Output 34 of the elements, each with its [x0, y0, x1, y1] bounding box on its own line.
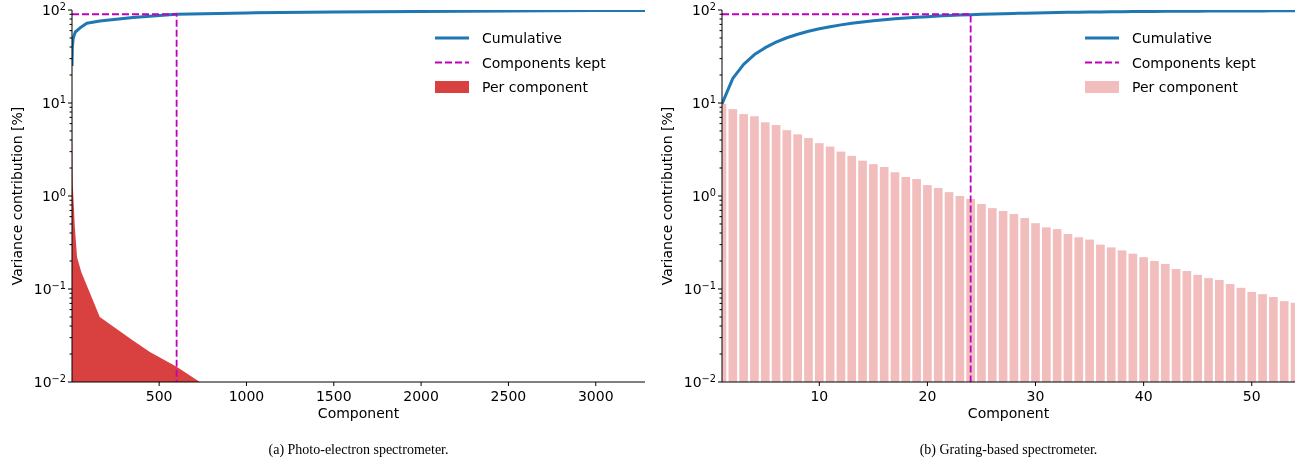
y-tick-label: 10$^{1}$	[41, 93, 66, 111]
y-tick-label: 10$^{−1}$	[33, 279, 66, 297]
y-axis-title: Variance contribution [%]	[659, 106, 675, 286]
x-tick-label: 30	[1026, 388, 1045, 404]
x-tick-label: 2000	[403, 388, 439, 404]
y-tick-label: 10$^{−2}$	[33, 372, 66, 390]
x-tick-label: 20	[918, 388, 937, 404]
legend-label: Cumulative	[482, 30, 562, 46]
legend-label: Components kept	[482, 54, 607, 71]
y-tick-label: 10$^{0}$	[691, 186, 716, 204]
y-tick-label: 10$^{−2}$	[683, 372, 716, 390]
legend-label: Components kept	[1132, 54, 1257, 71]
y-tick-label: 10$^{1}$	[691, 93, 716, 111]
legend-label: Cumulative	[1132, 30, 1212, 46]
x-tick-label: 500	[145, 388, 173, 404]
x-tick-label: 40	[1134, 388, 1153, 404]
y-tick-label: 10$^{2}$	[691, 0, 716, 18]
x-tick-label: 3000	[577, 388, 614, 404]
y-axis-title: Variance contribution [%]	[9, 106, 25, 286]
y-tick-label: 10$^{−1}$	[683, 279, 716, 297]
x-tick-label: 1500	[315, 388, 352, 404]
x-axis-title: Component	[317, 405, 400, 421]
y-tick-label: 10$^{0}$	[41, 186, 66, 204]
x-tick-label: 1000	[228, 388, 265, 404]
y-tick-label: 10$^{2}$	[41, 0, 66, 18]
x-tick-label: 50	[1242, 388, 1261, 404]
legend-label: Per component	[482, 79, 589, 95]
text: (b) Grating-based spectrometer.	[919, 442, 1098, 458]
text: (a) Photo-electron spectrometer.	[268, 442, 449, 458]
line-series	[722, 10, 1295, 106]
legend-label: Per component	[1132, 79, 1239, 95]
x-axis-title: Component	[967, 405, 1050, 421]
x-tick-label: 10	[810, 388, 829, 404]
x-tick-label: 2500	[490, 388, 527, 404]
